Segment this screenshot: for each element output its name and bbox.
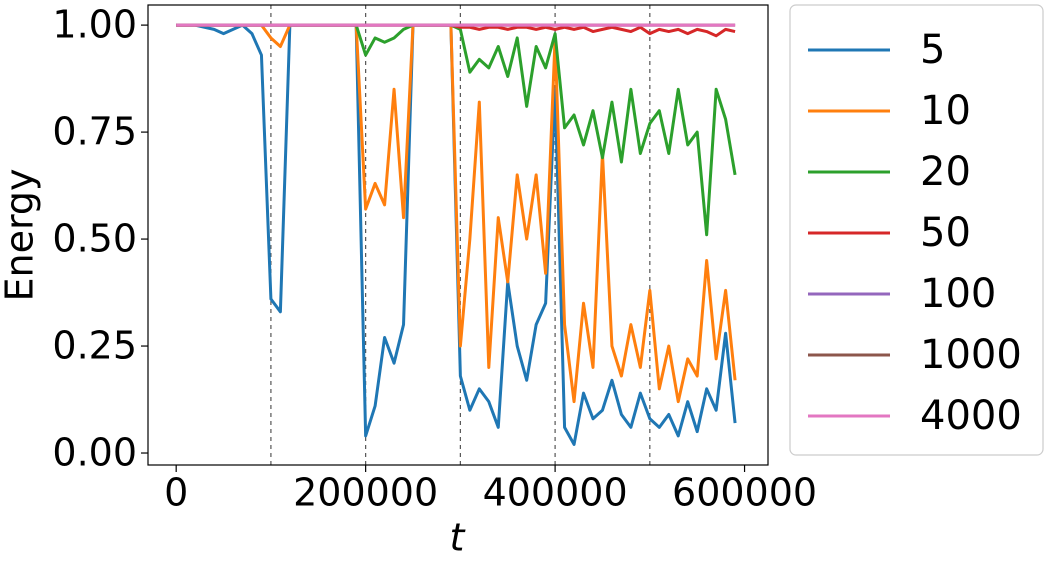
legend-label: 20 [920, 149, 971, 195]
y-tick-label: 1.00 [52, 3, 137, 47]
x-axis-label: t [450, 516, 467, 560]
x-tick-label: 0 [164, 471, 188, 515]
legend-label: 1000 [920, 332, 1022, 378]
legend-box [789, 4, 1044, 456]
x-tick-label: 600000 [672, 471, 817, 515]
x-tick-label: 400000 [483, 471, 628, 515]
plot-frame [147, 4, 769, 466]
data-line [176, 23, 736, 38]
legend-label: 4000 [920, 393, 1022, 439]
legend-label: 100 [920, 271, 996, 317]
y-tick-label: 0.25 [52, 324, 137, 368]
y-tick-label: 0.75 [52, 110, 137, 154]
y-tick-label: 0.00 [52, 431, 137, 475]
data-line [176, 23, 737, 404]
legend-label: 10 [920, 88, 971, 134]
y-axis-label: Energy [0, 168, 42, 301]
x-tick-label: 200000 [293, 471, 438, 515]
legend-label: 50 [920, 210, 971, 256]
legend: 5 10 20 50 100 1000 4000 [789, 4, 1044, 456]
legend-label: 5 [920, 27, 945, 73]
y-tick-label: 0.50 [52, 217, 137, 261]
